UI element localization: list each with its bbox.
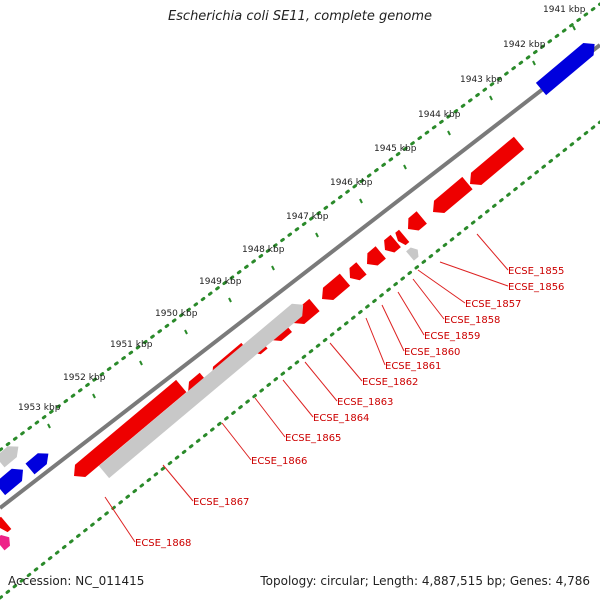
- gene-leader-line: [476, 233, 509, 271]
- gene-label: ECSE_1862: [362, 377, 418, 388]
- gene-leader-line: [412, 278, 445, 320]
- gene-leader-line: [304, 361, 338, 402]
- gene-arrow: [25, 453, 49, 475]
- gene-arrow: [0, 446, 19, 468]
- gene-arrow: [408, 211, 427, 231]
- gene-label: ECSE_1856: [508, 282, 564, 293]
- gene-label: ECSE_1867: [193, 497, 249, 508]
- gene-arrow: [0, 468, 23, 496]
- gene-arrow: [384, 234, 401, 253]
- gene-arrow: [395, 229, 410, 246]
- tick-label: 1942 kbp: [503, 40, 546, 50]
- tick-mark: [447, 130, 451, 136]
- accession-label: Accession: NC_011415: [8, 574, 145, 588]
- inner-ruler-dots: [0, 120, 600, 600]
- tick-mark: [532, 60, 536, 66]
- gene-arrow: [406, 247, 419, 261]
- gene-arrow: [433, 176, 473, 213]
- map-title: Escherichia coli SE11, complete genome: [167, 9, 433, 24]
- gene-leader-line: [104, 496, 136, 543]
- gene-label: ECSE_1861: [385, 361, 441, 372]
- gene-leader-line: [417, 269, 466, 304]
- tick-label: 1944 kbp: [418, 110, 461, 120]
- tick-label: 1941 kbp: [543, 5, 586, 15]
- gene-label: ECSE_1864: [313, 413, 369, 424]
- gene-arrow: [322, 273, 351, 300]
- tick-label: 1945 kbp: [374, 144, 417, 154]
- gene-label: ECSE_1857: [465, 299, 521, 310]
- gene-leader-line: [365, 317, 386, 366]
- gene-arrow: [349, 262, 367, 281]
- tick-mark: [92, 393, 96, 399]
- tick-mark: [359, 198, 363, 204]
- tick-mark: [572, 25, 576, 31]
- genome-backbone: [0, 43, 600, 510]
- gene-leader-line: [162, 464, 194, 502]
- tick-label: 1951 kbp: [110, 340, 153, 350]
- gene-label: ECSE_1865: [285, 433, 341, 444]
- gene-arrow: [367, 246, 386, 266]
- tick-label: 1948 kbp: [242, 245, 285, 255]
- tick-label: 1953 kbp: [18, 403, 61, 413]
- genome-summary: Topology: circular; Length: 4,887,515 bp…: [260, 574, 590, 588]
- tick-mark: [403, 164, 407, 170]
- gene-label: ECSE_1855: [508, 266, 564, 277]
- tick-mark: [139, 360, 143, 366]
- tick-label: 1950 kbp: [155, 309, 198, 319]
- tick-label: 1949 kbp: [199, 277, 242, 287]
- tick-label: 1952 kbp: [63, 373, 106, 383]
- gene-arrow: [535, 43, 595, 96]
- gene-label: ECSE_1868: [135, 538, 191, 549]
- gene-label: ECSE_1860: [404, 347, 460, 358]
- tick-mark: [315, 232, 319, 238]
- gene-track: [0, 43, 595, 551]
- gene-label: ECSE_1866: [251, 456, 307, 467]
- gene-arrow: [0, 516, 12, 533]
- tick-mark: [271, 265, 275, 271]
- gene-label: ECSE_1863: [337, 397, 393, 408]
- gene-leader-line: [329, 342, 363, 382]
- tick-label: 1947 kbp: [286, 212, 329, 222]
- inner-scale-ruler: [0, 120, 600, 600]
- tick-mark: [184, 329, 188, 335]
- gene-arrow: [0, 535, 10, 551]
- gene-label: ECSE_1858: [444, 315, 500, 326]
- gene-leader-line: [221, 422, 252, 461]
- outer-scale-ruler: [0, 2, 600, 452]
- gene-arrow: [74, 379, 187, 477]
- gene-label: ECSE_1859: [424, 331, 480, 342]
- tick-labels: 1941 kbp 1942 kbp 1943 kbp 1944 kbp 1945 kbp…: [18, 5, 586, 429]
- gene-leader-line: [397, 291, 425, 336]
- gene-arrow: [98, 303, 304, 479]
- gene-leader-line: [381, 304, 405, 352]
- gene-labels: ECSE_1855 ECSE_1856 ECSE_1857 ECSE_1858 ECSE…: [104, 233, 564, 549]
- gene-leader-line: [254, 397, 286, 438]
- outer-ruler-dots: [0, 2, 600, 452]
- tick-label: 1943 kbp: [460, 75, 503, 85]
- tick-mark: [47, 423, 51, 429]
- tick-mark: [489, 95, 493, 101]
- gene-arrow: [470, 136, 525, 185]
- tick-mark: [228, 297, 232, 303]
- gene-leader-line: [439, 261, 509, 287]
- tick-label: 1946 kbp: [330, 178, 373, 188]
- gene-leader-line: [282, 379, 314, 418]
